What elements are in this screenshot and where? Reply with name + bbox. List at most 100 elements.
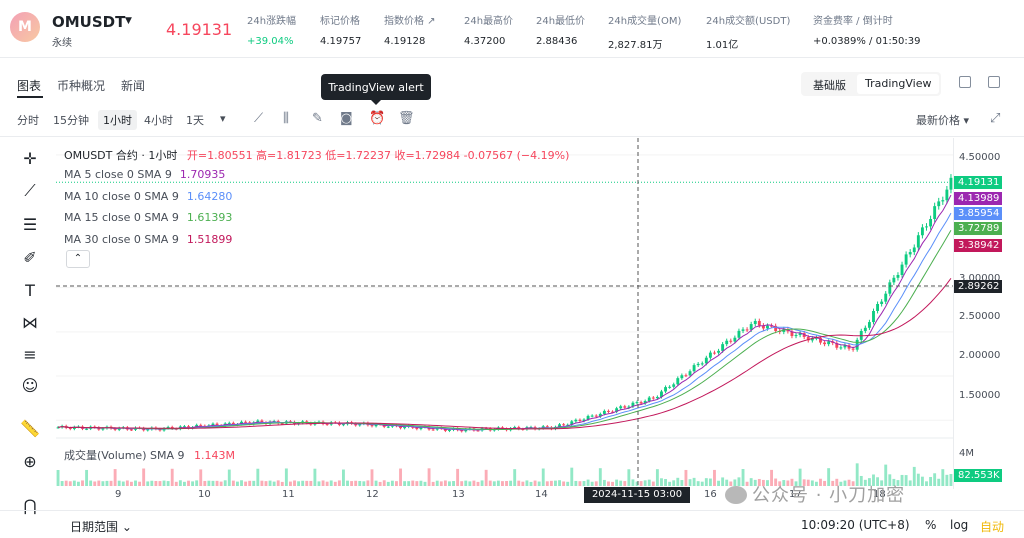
volume-bar [187,480,190,486]
ruler-icon[interactable]: 📏 [20,418,40,438]
volume-bar [244,481,248,486]
candle-body [358,423,362,426]
volume-legend: 成交量(Volume) SMA 9 1.143M [64,447,235,463]
candle-body [790,331,794,337]
candle-body [227,422,231,424]
latest-price-select[interactable]: 最新价格 ▾ [916,114,970,127]
legend-collapse-button[interactable]: ⌃ [66,250,90,268]
draw-pencil-icon[interactable]: ✎ [312,111,323,126]
horizontal-lines-icon[interactable]: ☰ [22,214,38,234]
alarm-icon[interactable]: ⏰ [369,111,386,126]
clock-time[interactable]: 10:09:20 (UTC+8) [801,518,910,532]
date-range-button[interactable]: 日期范围 ⌄ [70,520,132,534]
tab-news[interactable]: 新闻 [121,79,146,93]
candle-body [794,335,798,337]
stat-label: 24h涨跌幅 [247,16,297,27]
volume-bar [468,481,472,486]
magnet-icon[interactable]: ⋂ [23,495,37,515]
om-coin-logo: M [10,12,40,42]
candle-body [684,375,688,377]
tf-1d[interactable]: 1天 [186,114,204,127]
volume-bar [370,469,374,486]
layout-grid-icon[interactable] [959,76,971,88]
y-tick: 4.50000 [959,152,1001,163]
stat-label: 24h最低价 [536,16,586,27]
y-tick: 3.00000 [959,273,1001,284]
ma-value: 1.51899 [186,232,233,246]
x-tick: 13 [452,489,465,500]
trendline-icon[interactable]: ⟋ [24,181,36,200]
volume-bar [313,468,317,486]
tab-chart[interactable]: 图表 [17,79,42,93]
candle-body [774,325,778,331]
zoom-in-icon[interactable]: ⊕ [23,451,37,471]
chart-type-icon[interactable]: ⟋ [254,111,264,126]
candle-body [598,413,602,417]
brush-icon[interactable]: ✐ [23,247,37,267]
stat-label: 资金费率 / 倒计时 [813,16,893,27]
price-chart[interactable] [56,138,953,489]
tf-more-dropdown[interactable]: ▾ [220,112,226,125]
emoji-icon[interactable]: ☺ [21,375,39,395]
price-axis[interactable] [953,138,1024,489]
tf-time[interactable]: 分时 [17,114,39,127]
volume-bar [211,480,215,486]
candle-body [717,350,720,353]
volume-bar [904,475,908,486]
symbol-dropdown-icon[interactable]: ▼ [125,16,132,26]
tf-15m[interactable]: 15分钟 [53,114,89,127]
candle-body [85,428,89,430]
auto-toggle[interactable]: 自动 [980,520,1005,534]
candle-body [611,411,614,413]
candle-body [814,337,818,339]
stat-1: 标记价格 4.19757 [320,12,361,47]
candle-body [676,378,680,385]
tradingview-view-button[interactable]: TradingView [857,74,939,94]
trash-icon[interactable]: 🗑 [398,111,415,126]
basic-view-button[interactable]: 基础版 [813,79,846,92]
volume-bar [790,478,794,486]
volume-bar [937,478,941,486]
crosshair-icon[interactable]: ✛ [23,148,37,168]
candle-body [643,401,647,404]
volume-bar [93,481,97,486]
candle-icon[interactable]: ⫼ [283,111,289,126]
percent-toggle[interactable]: % [925,518,937,532]
volume-bar [68,481,72,486]
symbol-name[interactable]: OMUSDT [52,13,126,31]
candle-body [513,427,517,429]
pattern-icon[interactable]: ⋈ [22,312,38,332]
volume-bar [896,480,900,486]
candle-body [843,345,847,348]
contract-type: 永续 [52,38,72,49]
stat-label: 24h最高价 [464,16,514,27]
tab-coin-info[interactable]: 币种概况 [57,79,106,93]
candle-body [647,397,651,402]
candle-body [908,252,912,255]
crosshair-time-label: 2024-11-15 03:00 [584,487,690,503]
tf-4h[interactable]: 4小时 [144,114,173,127]
volume-bar [301,480,305,486]
fib-icon[interactable]: ≡ [23,344,37,364]
tf-1h[interactable]: 1小时 [98,110,137,130]
bottom-bar [0,510,1024,538]
candle-body [884,293,888,302]
ma-label: MA 15 close 0 SMA 9 [64,211,179,224]
candle-body [660,391,663,397]
volume-bar [219,481,223,486]
volume-bar [142,468,146,486]
stat-value: 1.01亿 [706,40,739,51]
volume-bar [293,480,296,486]
layout-settings-icon[interactable] [988,76,1000,88]
candle-body [876,304,880,311]
x-tick: 9 [115,489,122,500]
volume-bar [717,480,720,486]
camera-icon[interactable]: ◙ [340,111,353,126]
log-toggle[interactable]: log [950,518,969,532]
volume-bar [668,481,672,486]
ma-value: 1.70935 [179,168,226,181]
fullscreen-icon[interactable]: ⤢ [990,111,1001,126]
volume-bar [89,480,93,486]
volume-bar [892,478,896,486]
text-tool-icon[interactable]: T [25,280,35,300]
